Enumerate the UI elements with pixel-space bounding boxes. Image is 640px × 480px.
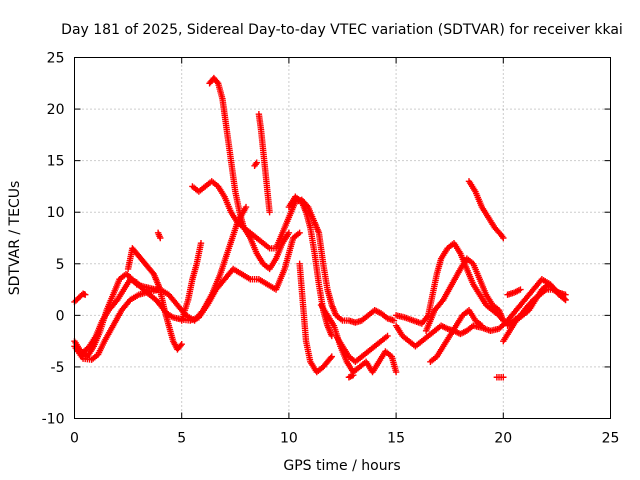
data-point xyxy=(157,286,164,293)
series-track-22 xyxy=(493,374,507,381)
data-point xyxy=(500,317,507,324)
y-tick-label: -5 xyxy=(51,360,65,376)
series-track-11 xyxy=(251,159,260,169)
x-tick-label: 25 xyxy=(602,431,620,447)
series-track-8 xyxy=(189,178,398,326)
data-point xyxy=(177,342,184,349)
y-tick-label: 10 xyxy=(47,205,65,221)
x-tick-label: 15 xyxy=(387,431,405,447)
data-point xyxy=(266,209,273,216)
series-track-14 xyxy=(317,301,400,376)
y-tick-label: 25 xyxy=(47,51,65,67)
data-point xyxy=(500,234,507,242)
series-track-21 xyxy=(465,178,507,242)
x-tick-label: 20 xyxy=(494,431,512,447)
axis-ticks xyxy=(74,57,611,419)
series-track-20 xyxy=(427,307,486,365)
y-tick-label: 20 xyxy=(47,102,65,118)
x-axis-label: GPS time / hours xyxy=(283,458,400,474)
data-point xyxy=(327,354,334,362)
x-tick-label: 10 xyxy=(280,431,298,447)
data-point xyxy=(197,239,205,247)
series-track-5 xyxy=(124,245,164,293)
data-point xyxy=(392,368,400,376)
data-point xyxy=(350,371,357,379)
data-point xyxy=(384,332,391,340)
y-tick-label: 0 xyxy=(56,308,65,324)
data-point xyxy=(213,78,221,86)
data-point xyxy=(253,159,260,166)
data-point xyxy=(82,291,89,298)
data-point xyxy=(296,229,303,237)
data-point xyxy=(242,203,250,211)
chart-title: Day 181 of 2025, Sidereal Day-to-day VTE… xyxy=(61,22,623,38)
series-track-7 xyxy=(178,239,205,324)
series-track-13 xyxy=(296,260,335,376)
data-point xyxy=(562,291,569,298)
series-track-9 xyxy=(206,74,293,273)
x-tick-label: 0 xyxy=(70,431,79,447)
y-axis-label: SDTVAR / TECUs xyxy=(7,181,23,296)
data-point xyxy=(478,322,486,329)
data-point xyxy=(328,353,335,360)
data-point xyxy=(390,317,398,324)
series-track-25 xyxy=(504,286,569,329)
series-track-1 xyxy=(71,290,89,306)
series-track-4 xyxy=(77,229,303,358)
series-track-24 xyxy=(504,286,524,298)
data-marks xyxy=(71,74,569,381)
y-tick-label: 15 xyxy=(47,154,65,170)
data-point xyxy=(285,229,293,237)
series-track-17 xyxy=(392,276,569,350)
y-tick-labels: -10 -5 0 5 10 15 20 25 xyxy=(42,51,65,428)
x-tick-label: 5 xyxy=(177,431,186,447)
x-tick-labels: 0 5 10 15 20 25 xyxy=(70,431,619,447)
series-track-15 xyxy=(332,332,391,365)
data-point xyxy=(517,286,524,293)
plot-frame xyxy=(74,57,611,419)
y-tick-label: -10 xyxy=(42,412,65,428)
data-point xyxy=(157,234,164,242)
data-point xyxy=(500,374,507,381)
series-track-10 xyxy=(255,111,273,216)
series-track-19 xyxy=(422,255,507,335)
series-track-6 xyxy=(154,229,164,242)
data-point xyxy=(178,341,185,348)
series-track-16 xyxy=(345,371,357,381)
grid xyxy=(74,57,611,419)
y-tick-label: 5 xyxy=(56,257,65,273)
